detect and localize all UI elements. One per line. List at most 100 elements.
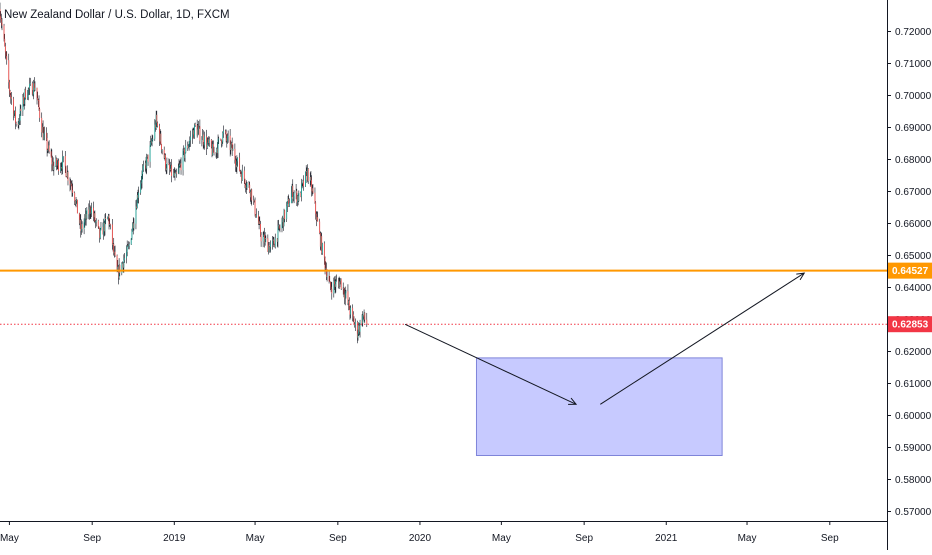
candle-body <box>291 193 292 203</box>
candle-body <box>131 231 132 238</box>
candle-body <box>68 172 69 181</box>
candle-body <box>25 90 26 99</box>
candle-body <box>280 228 281 229</box>
candle-body <box>179 166 180 168</box>
candle-body <box>37 88 38 98</box>
candle-body <box>47 138 48 150</box>
candle-body <box>273 239 274 244</box>
candle-body <box>16 123 17 124</box>
candle-body <box>100 227 101 229</box>
candle-body <box>148 155 149 162</box>
candle-body <box>4 39 5 46</box>
y-tick-label: 0.67000 <box>895 187 932 198</box>
candle-body <box>9 82 10 91</box>
candle-body <box>39 109 40 118</box>
candle-body <box>301 184 302 197</box>
y-tick-label: 0.59000 <box>895 443 932 454</box>
candle-body <box>204 136 205 145</box>
candle-body <box>2 23 3 26</box>
candle-body <box>260 224 261 235</box>
candle-body <box>82 224 83 229</box>
candle-body <box>47 150 48 151</box>
candle-body <box>72 186 73 190</box>
candle-body <box>341 279 342 289</box>
candle-body <box>305 172 306 186</box>
y-tick-label: 0.66000 <box>895 219 932 230</box>
x-tick-label: Sep <box>575 533 593 544</box>
candle-body <box>352 308 353 315</box>
candle-body <box>331 287 332 289</box>
candle-body <box>302 183 303 184</box>
candle-body <box>98 226 99 228</box>
candle-body <box>6 56 7 60</box>
candle-body <box>259 221 260 224</box>
candle-body <box>169 164 170 168</box>
candle-body <box>58 161 59 171</box>
candle-body <box>5 46 6 52</box>
candle-body <box>176 172 177 173</box>
candle-body <box>203 135 204 144</box>
candle-body <box>175 173 176 176</box>
candle-body <box>86 210 87 219</box>
candle-body <box>135 207 136 224</box>
y-tick-label: 0.72000 <box>895 27 932 38</box>
candle-body <box>140 183 141 192</box>
candle-body <box>94 213 95 222</box>
candle-body <box>60 168 61 171</box>
y-tick-label: 0.58000 <box>895 475 932 486</box>
candle-body <box>77 200 78 214</box>
candle-body <box>360 321 361 332</box>
candle-body <box>185 153 186 158</box>
candle-body <box>110 224 111 225</box>
candle-body <box>194 124 195 137</box>
candle-body <box>91 208 92 213</box>
candle-body <box>10 91 11 95</box>
x-tick-label: May <box>0 533 19 544</box>
candle-body <box>168 163 169 164</box>
candle-body <box>329 281 330 282</box>
candle-body <box>28 89 29 90</box>
candle-body <box>181 163 182 170</box>
candle-body <box>269 247 270 252</box>
candle-body <box>160 134 161 145</box>
candle-body <box>90 213 91 214</box>
y-tick-label: 0.61000 <box>895 379 932 390</box>
candle-body <box>156 115 157 123</box>
candle-body <box>4 26 5 39</box>
candle-body <box>100 229 101 238</box>
candle-body <box>62 157 63 169</box>
candle-body <box>29 84 30 89</box>
candle-body <box>227 136 228 141</box>
candle-body <box>201 140 202 141</box>
candle-body <box>98 221 99 227</box>
candle-body <box>152 139 153 140</box>
candle-body <box>171 165 172 176</box>
candle-body <box>35 88 36 90</box>
x-tick-label: May <box>738 533 757 544</box>
candle-body <box>289 203 290 206</box>
candle-body <box>319 222 320 233</box>
candle-body <box>131 239 132 245</box>
candle-body <box>32 83 33 95</box>
candle-body <box>236 161 237 167</box>
candle-body <box>286 206 287 219</box>
candle-body <box>270 244 271 247</box>
candle-body <box>324 243 325 258</box>
candle-body <box>66 167 67 177</box>
candle-body <box>119 265 120 273</box>
candle-body <box>30 83 31 84</box>
candle-body <box>242 171 243 181</box>
candle-body <box>355 322 356 324</box>
candle-body <box>129 244 130 245</box>
y-tick-label: 0.70000 <box>895 91 932 102</box>
candle-body <box>226 132 227 138</box>
candle-body <box>249 185 250 192</box>
x-tick-label: 2020 <box>409 533 432 544</box>
candle-body <box>293 196 294 199</box>
y-tick-label: 0.57000 <box>895 507 932 518</box>
candle-body <box>234 149 235 160</box>
candle-body <box>6 52 7 56</box>
candle-body <box>237 158 238 162</box>
